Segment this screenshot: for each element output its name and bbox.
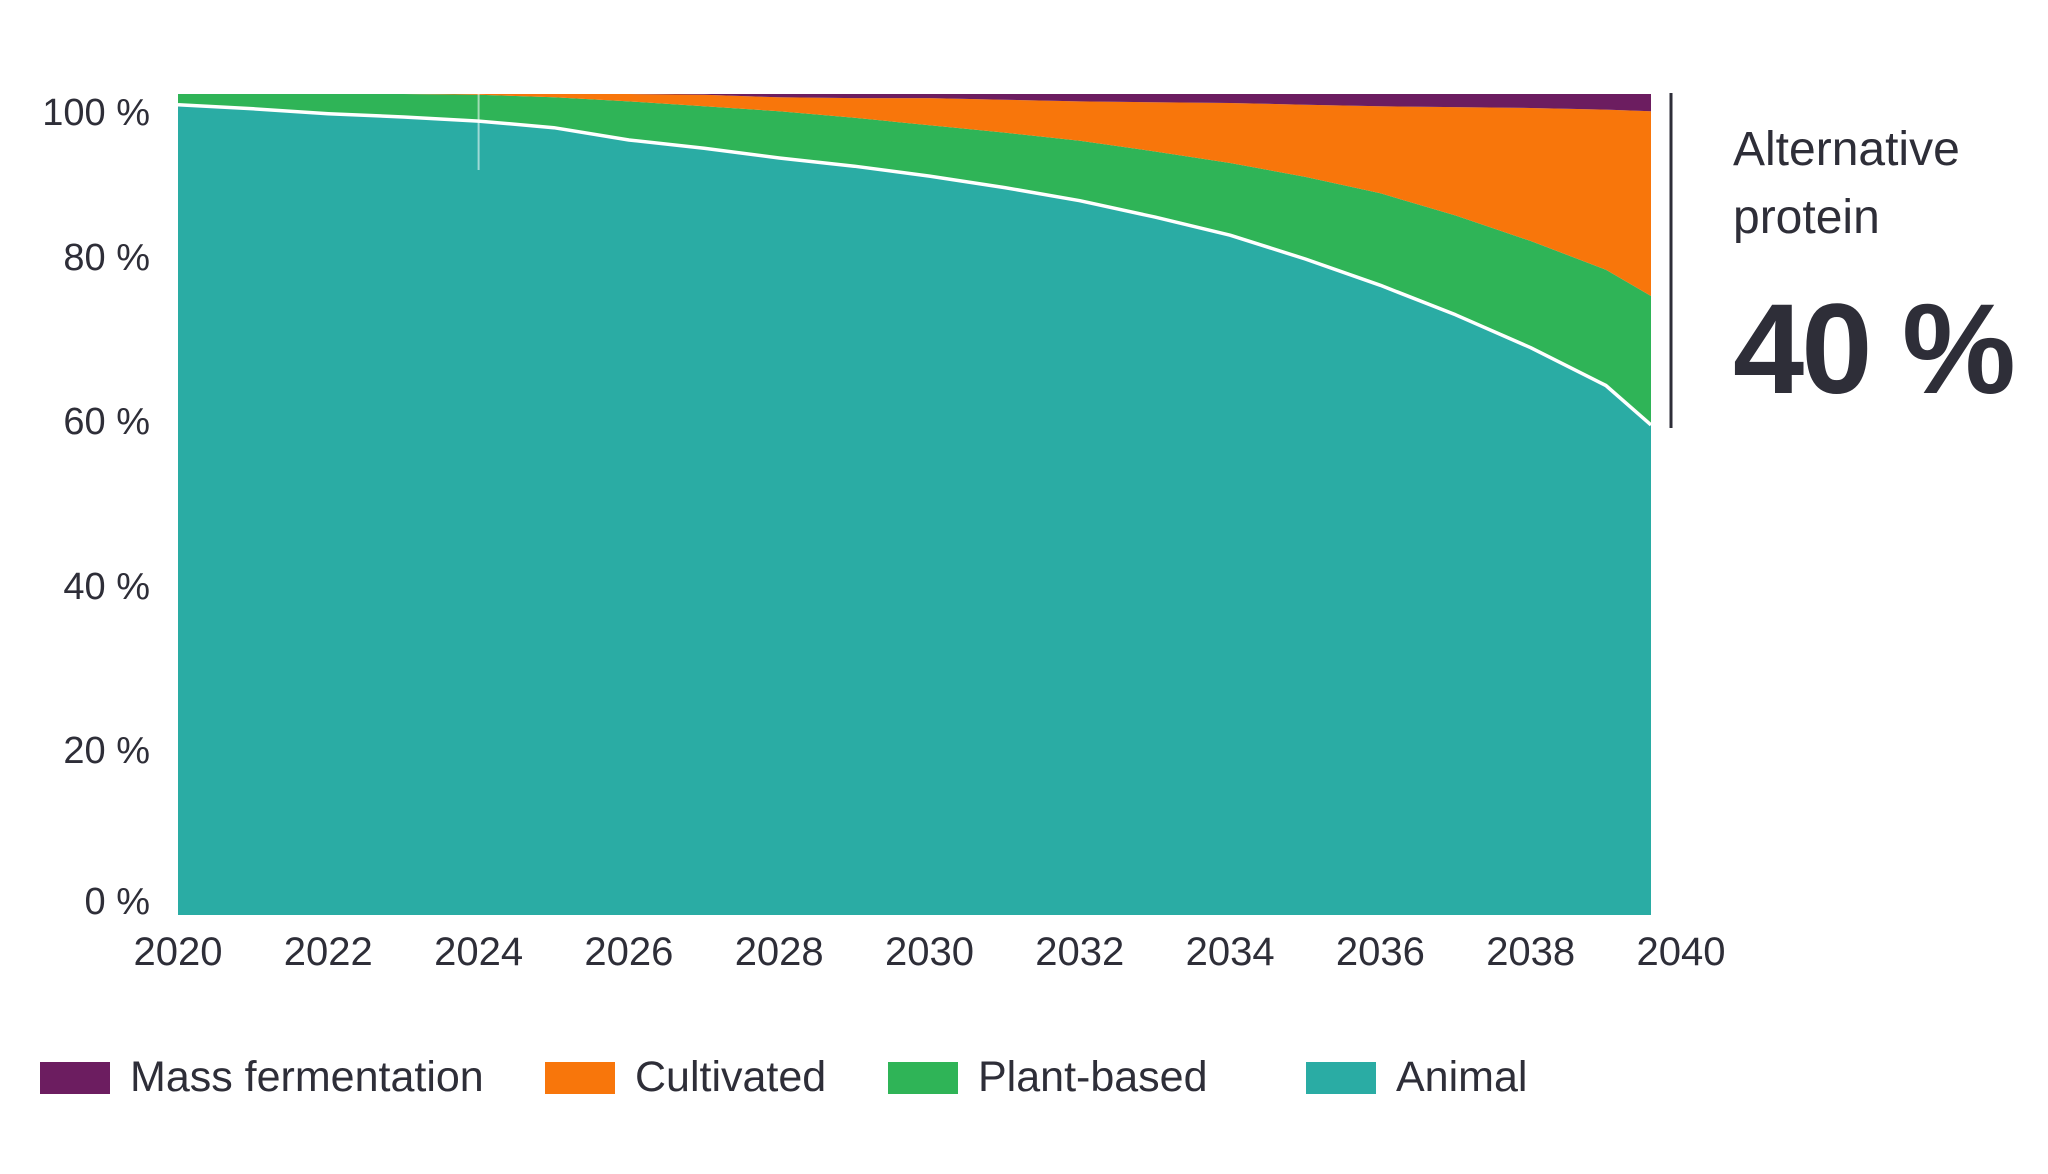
x-tick-label-2034: 2034	[1185, 930, 1275, 974]
x-tick-label-2040: 2040	[1636, 930, 1726, 974]
animal-boundary-line	[177, 102, 1653, 427]
x-tick-label-2032: 2032	[1035, 930, 1125, 974]
legend-item-plant-based: Plant-based	[888, 1056, 1208, 1099]
legend-label-cultivated: Cultivated	[635, 1053, 827, 1101]
x-tick-label-2026: 2026	[584, 930, 674, 974]
y-tick-label-100: 100 %	[42, 92, 150, 134]
legend-label-animal: Animal	[1396, 1053, 1528, 1101]
legend-swatch-animal	[1306, 1061, 1376, 1094]
x-tick-label-2024: 2024	[434, 930, 524, 974]
legend: Mass fermentation Cultivated Plant-based An…	[0, 1056, 2048, 1099]
annotation-line1: Alternative	[1733, 123, 1960, 176]
x-tick-label-2036: 2036	[1335, 930, 1425, 974]
y-tick-label-40: 40 %	[63, 565, 150, 608]
legend-label-plant-based: Plant-based	[978, 1053, 1208, 1101]
legend-item-cultivated: Cultivated	[545, 1056, 826, 1099]
legend-swatch-cultivated	[545, 1061, 615, 1094]
y-tick-label-60: 60 %	[63, 401, 150, 444]
legend-item-mass-fermentation: Mass fermentation	[40, 1056, 484, 1099]
area-animal	[178, 104, 1651, 915]
area-mass-fermentation	[178, 94, 1651, 112]
legend-label-mass-fermentation: Mass fermentation	[130, 1053, 484, 1101]
legend-item-animal: Animal	[1306, 1056, 1527, 1099]
area-cultivated	[178, 94, 1651, 296]
annotation-alternative-protein: Alternative protein 40 %	[1733, 116, 2016, 421]
x-tick-label-2030: 2030	[885, 930, 974, 974]
y-tick-label-0: 0 %	[84, 881, 150, 923]
x-tick-label-2038: 2038	[1486, 930, 1576, 974]
legend-swatch-plant-based	[888, 1061, 958, 1094]
x-tick-label-2028: 2028	[734, 930, 824, 974]
x-tick-label-2022: 2022	[283, 930, 373, 974]
y-tick-label-80: 80 %	[63, 237, 150, 280]
x-tick-label-2020: 2020	[133, 930, 223, 974]
y-tick-label-20: 20 %	[63, 729, 150, 772]
area-plant-based	[178, 94, 1651, 425]
annotation-line2: protein	[1733, 191, 1880, 244]
annotation-value: 40 %	[1733, 278, 2016, 421]
legend-swatch-mass-fermentation	[40, 1061, 110, 1094]
